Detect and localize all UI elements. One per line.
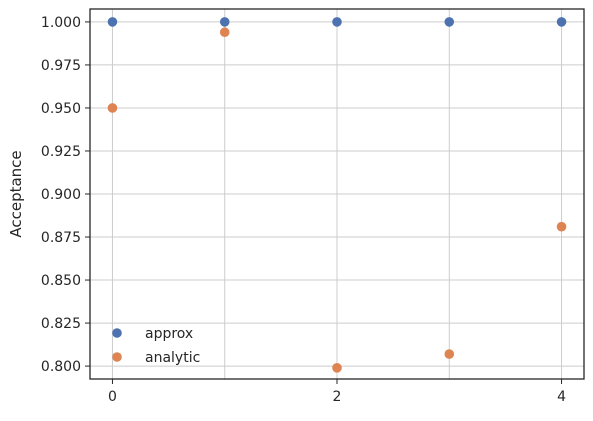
y-tick-label: 0.850 (41, 273, 81, 289)
data-point-analytic (444, 349, 455, 359)
y-tick-label: 0.925 (41, 144, 81, 160)
data-point-analytic (107, 103, 118, 113)
data-point-analytic (556, 221, 567, 232)
y-tick-label: 0.900 (41, 187, 81, 203)
legend-label-approx: approx (145, 326, 193, 342)
y-axis-label: Acceptance (7, 150, 25, 237)
y-tick-label: 0.800 (41, 359, 81, 375)
legend: approx analytic (112, 326, 200, 366)
data-point-analytic (332, 363, 342, 373)
data-point-approx (219, 17, 230, 27)
y-tick-label: 0.950 (41, 101, 81, 117)
data-point-analytic (219, 27, 230, 38)
legend-marker-approx (112, 328, 122, 338)
y-tick-label: 1.000 (41, 15, 81, 31)
x-tick-label: 2 (333, 389, 342, 405)
data-point-approx (332, 17, 342, 27)
legend-label-analytic: analytic (145, 350, 200, 366)
plot-frame (89, 8, 585, 380)
data-point-approx (444, 17, 455, 27)
data-points (107, 17, 567, 373)
data-point-approx (556, 17, 567, 27)
axis-ticks: 0.800 0.825 0.850 0.875 0.900 0.925 0.950 0.975… (41, 15, 566, 405)
x-tick-label: 0 (108, 389, 117, 405)
grid-lines (90, 9, 584, 379)
legend-marker-analytic (112, 352, 122, 362)
data-point-approx (107, 17, 118, 27)
y-tick-label: 0.825 (41, 316, 81, 332)
y-tick-label: 0.875 (41, 230, 81, 246)
x-tick-label: 4 (557, 389, 566, 405)
y-tick-label: 0.975 (41, 58, 81, 74)
